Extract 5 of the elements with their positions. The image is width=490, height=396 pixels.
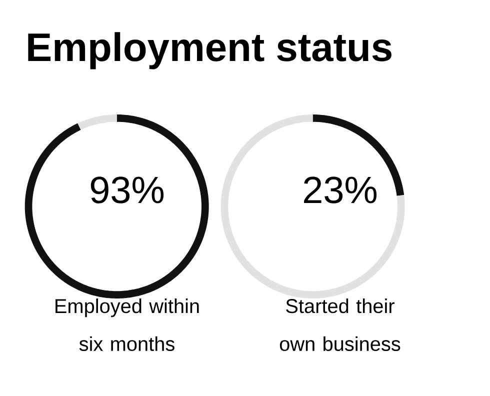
chart-title: Employment status [28, 32, 392, 70]
data-label: 93% [90, 176, 164, 204]
text: Employed within six months [56, 298, 199, 352]
text: Started their own business [280, 298, 400, 352]
data-label: 23% [304, 176, 377, 204]
